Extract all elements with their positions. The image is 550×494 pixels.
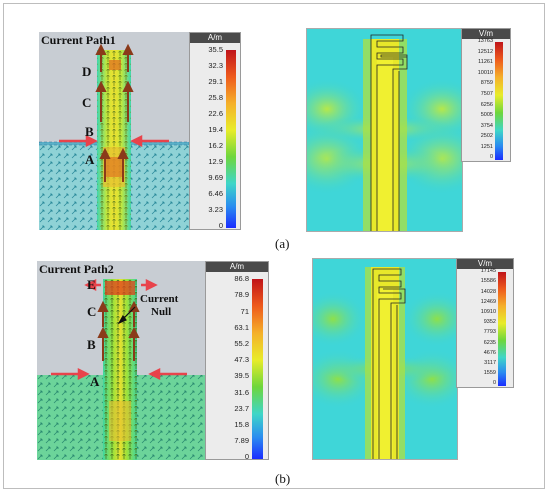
colorbar-tick-label: 47.3 bbox=[234, 355, 249, 365]
letter-a: A bbox=[90, 374, 100, 389]
colorbar-tick-label: 22.6 bbox=[208, 109, 223, 119]
colorbar-tick-label: 0 bbox=[492, 380, 496, 387]
colorbar-tick-label: 7507 bbox=[480, 90, 493, 97]
colorbar-gradient bbox=[252, 279, 263, 459]
panel-a-title: Current Path1 bbox=[41, 33, 116, 47]
letter-b: B bbox=[85, 124, 94, 139]
colorbar-tick-label: 12512 bbox=[477, 48, 493, 55]
colorbar-tick-label: 3117 bbox=[484, 359, 496, 366]
colorbar-tick-label: 8759 bbox=[480, 80, 493, 87]
current-null-label-line1: Current bbox=[140, 293, 179, 305]
colorbar-unit: V/m bbox=[457, 259, 513, 269]
colorbar-tick-label: 15586 bbox=[480, 278, 496, 285]
colorbar-unit: A/m bbox=[190, 33, 240, 43]
panel-b-efield-map bbox=[312, 258, 458, 460]
colorbar-tick-label: 86.8 bbox=[234, 274, 249, 284]
efield-distribution-b bbox=[313, 259, 457, 459]
current-distribution-b bbox=[37, 261, 205, 460]
colorbar-tick-label: 3754 bbox=[480, 122, 493, 129]
colorbar-tick-label: 0 bbox=[218, 221, 223, 231]
colorbar-unit: A/m bbox=[206, 262, 268, 272]
colorbar-tick-label: 1251 bbox=[480, 143, 493, 150]
colorbar-tick-label: 7.89 bbox=[234, 436, 249, 446]
letter-a: A bbox=[85, 152, 95, 167]
letter-d: D bbox=[82, 64, 92, 79]
caption-b: (b) bbox=[275, 471, 291, 486]
letter-b: B bbox=[87, 337, 96, 352]
colorbar-tick-label: 4676 bbox=[483, 349, 496, 356]
colorbar-tick-label: 25.8 bbox=[208, 93, 223, 103]
colorbar-tick-label: 14028 bbox=[480, 288, 496, 295]
figure-frame bbox=[3, 3, 545, 489]
colorbar-tick-label: 6256 bbox=[480, 101, 493, 108]
colorbar-tick-label: 15.8 bbox=[234, 419, 249, 429]
colorbar-tick-label: 31.6 bbox=[234, 387, 249, 397]
letter-c: C bbox=[82, 95, 92, 110]
colorbar-b-right: V/m 17145 15586 14028 12469 10910 9352 7793 623… bbox=[456, 258, 514, 388]
colorbar-gradient bbox=[498, 272, 506, 386]
colorbar-tick-label: 1559 bbox=[483, 370, 496, 377]
current-distribution-a bbox=[39, 32, 189, 230]
colorbar-tick-label: 23.7 bbox=[234, 403, 249, 413]
colorbar-tick-label: 10910 bbox=[480, 308, 496, 315]
colorbar-tick-label: 6235 bbox=[483, 339, 496, 346]
colorbar-tick-label: 17145 bbox=[480, 268, 496, 275]
colorbar-gradient bbox=[495, 42, 503, 160]
colorbar-tick-label: 35.5 bbox=[208, 45, 223, 55]
colorbar-a-left: A/m 35.5 32.3 29.1 25.8 22.6 19.4 16.2 12.9 9.69… bbox=[189, 32, 241, 230]
colorbar-tick-label: 12.9 bbox=[208, 157, 223, 167]
colorbar-b-left: A/m 86.8 78.9 71 63.1 55.2 47.3 39.5 31.6 23.7 15… bbox=[205, 261, 269, 462]
caption-a: (a) bbox=[275, 236, 290, 251]
colorbar-tick-label: 13763 bbox=[477, 38, 493, 45]
colorbar-tick-label: 39.5 bbox=[234, 371, 249, 381]
colorbar-a-right: V/m 13763 12512 11261 10010 8759 7507 6256 5005… bbox=[461, 28, 511, 162]
colorbar-tick-label: 16.2 bbox=[208, 141, 223, 151]
colorbar-tick-label: 9.69 bbox=[208, 173, 223, 183]
colorbar-tick-label: 63.1 bbox=[234, 322, 249, 332]
efield-distribution-a bbox=[307, 29, 462, 231]
panel-a-efield-map bbox=[306, 28, 463, 232]
colorbar-tick-label: 5005 bbox=[480, 112, 493, 119]
colorbar-tick-label: 0 bbox=[244, 452, 249, 462]
colorbar-tick-label: 3.23 bbox=[208, 205, 223, 215]
panel-a-current-map: Current Path1 D C B A bbox=[39, 32, 189, 230]
panel-b-title: Current Path2 bbox=[39, 262, 114, 276]
letter-e: E bbox=[87, 277, 96, 292]
letter-c: C bbox=[87, 304, 97, 319]
colorbar-tick-label: 10010 bbox=[477, 69, 493, 76]
colorbar-unit: V/m bbox=[462, 29, 510, 39]
panel-b-current-map: Current Path2 E C B A Current Null bbox=[37, 261, 205, 460]
colorbar-tick-label: 19.4 bbox=[208, 125, 223, 135]
colorbar-tick-label: 7793 bbox=[483, 329, 496, 336]
current-null-label-line2: Null bbox=[151, 306, 172, 318]
colorbar-tick-label: 55.2 bbox=[234, 338, 249, 348]
colorbar-tick-label: 11261 bbox=[478, 59, 493, 66]
colorbar-tick-label: 6.46 bbox=[208, 189, 223, 199]
colorbar-tick-label: 9352 bbox=[483, 319, 496, 326]
colorbar-tick-label: 29.1 bbox=[208, 77, 223, 87]
colorbar-tick-label: 32.3 bbox=[208, 61, 223, 71]
colorbar-tick-label: 2502 bbox=[480, 133, 493, 140]
colorbar-tick-label: 0 bbox=[489, 154, 493, 161]
colorbar-tick-label: 78.9 bbox=[234, 290, 249, 300]
colorbar-tick-label: 12469 bbox=[480, 298, 496, 305]
colorbar-gradient bbox=[226, 50, 236, 228]
colorbar-tick-label: 71 bbox=[240, 306, 249, 316]
